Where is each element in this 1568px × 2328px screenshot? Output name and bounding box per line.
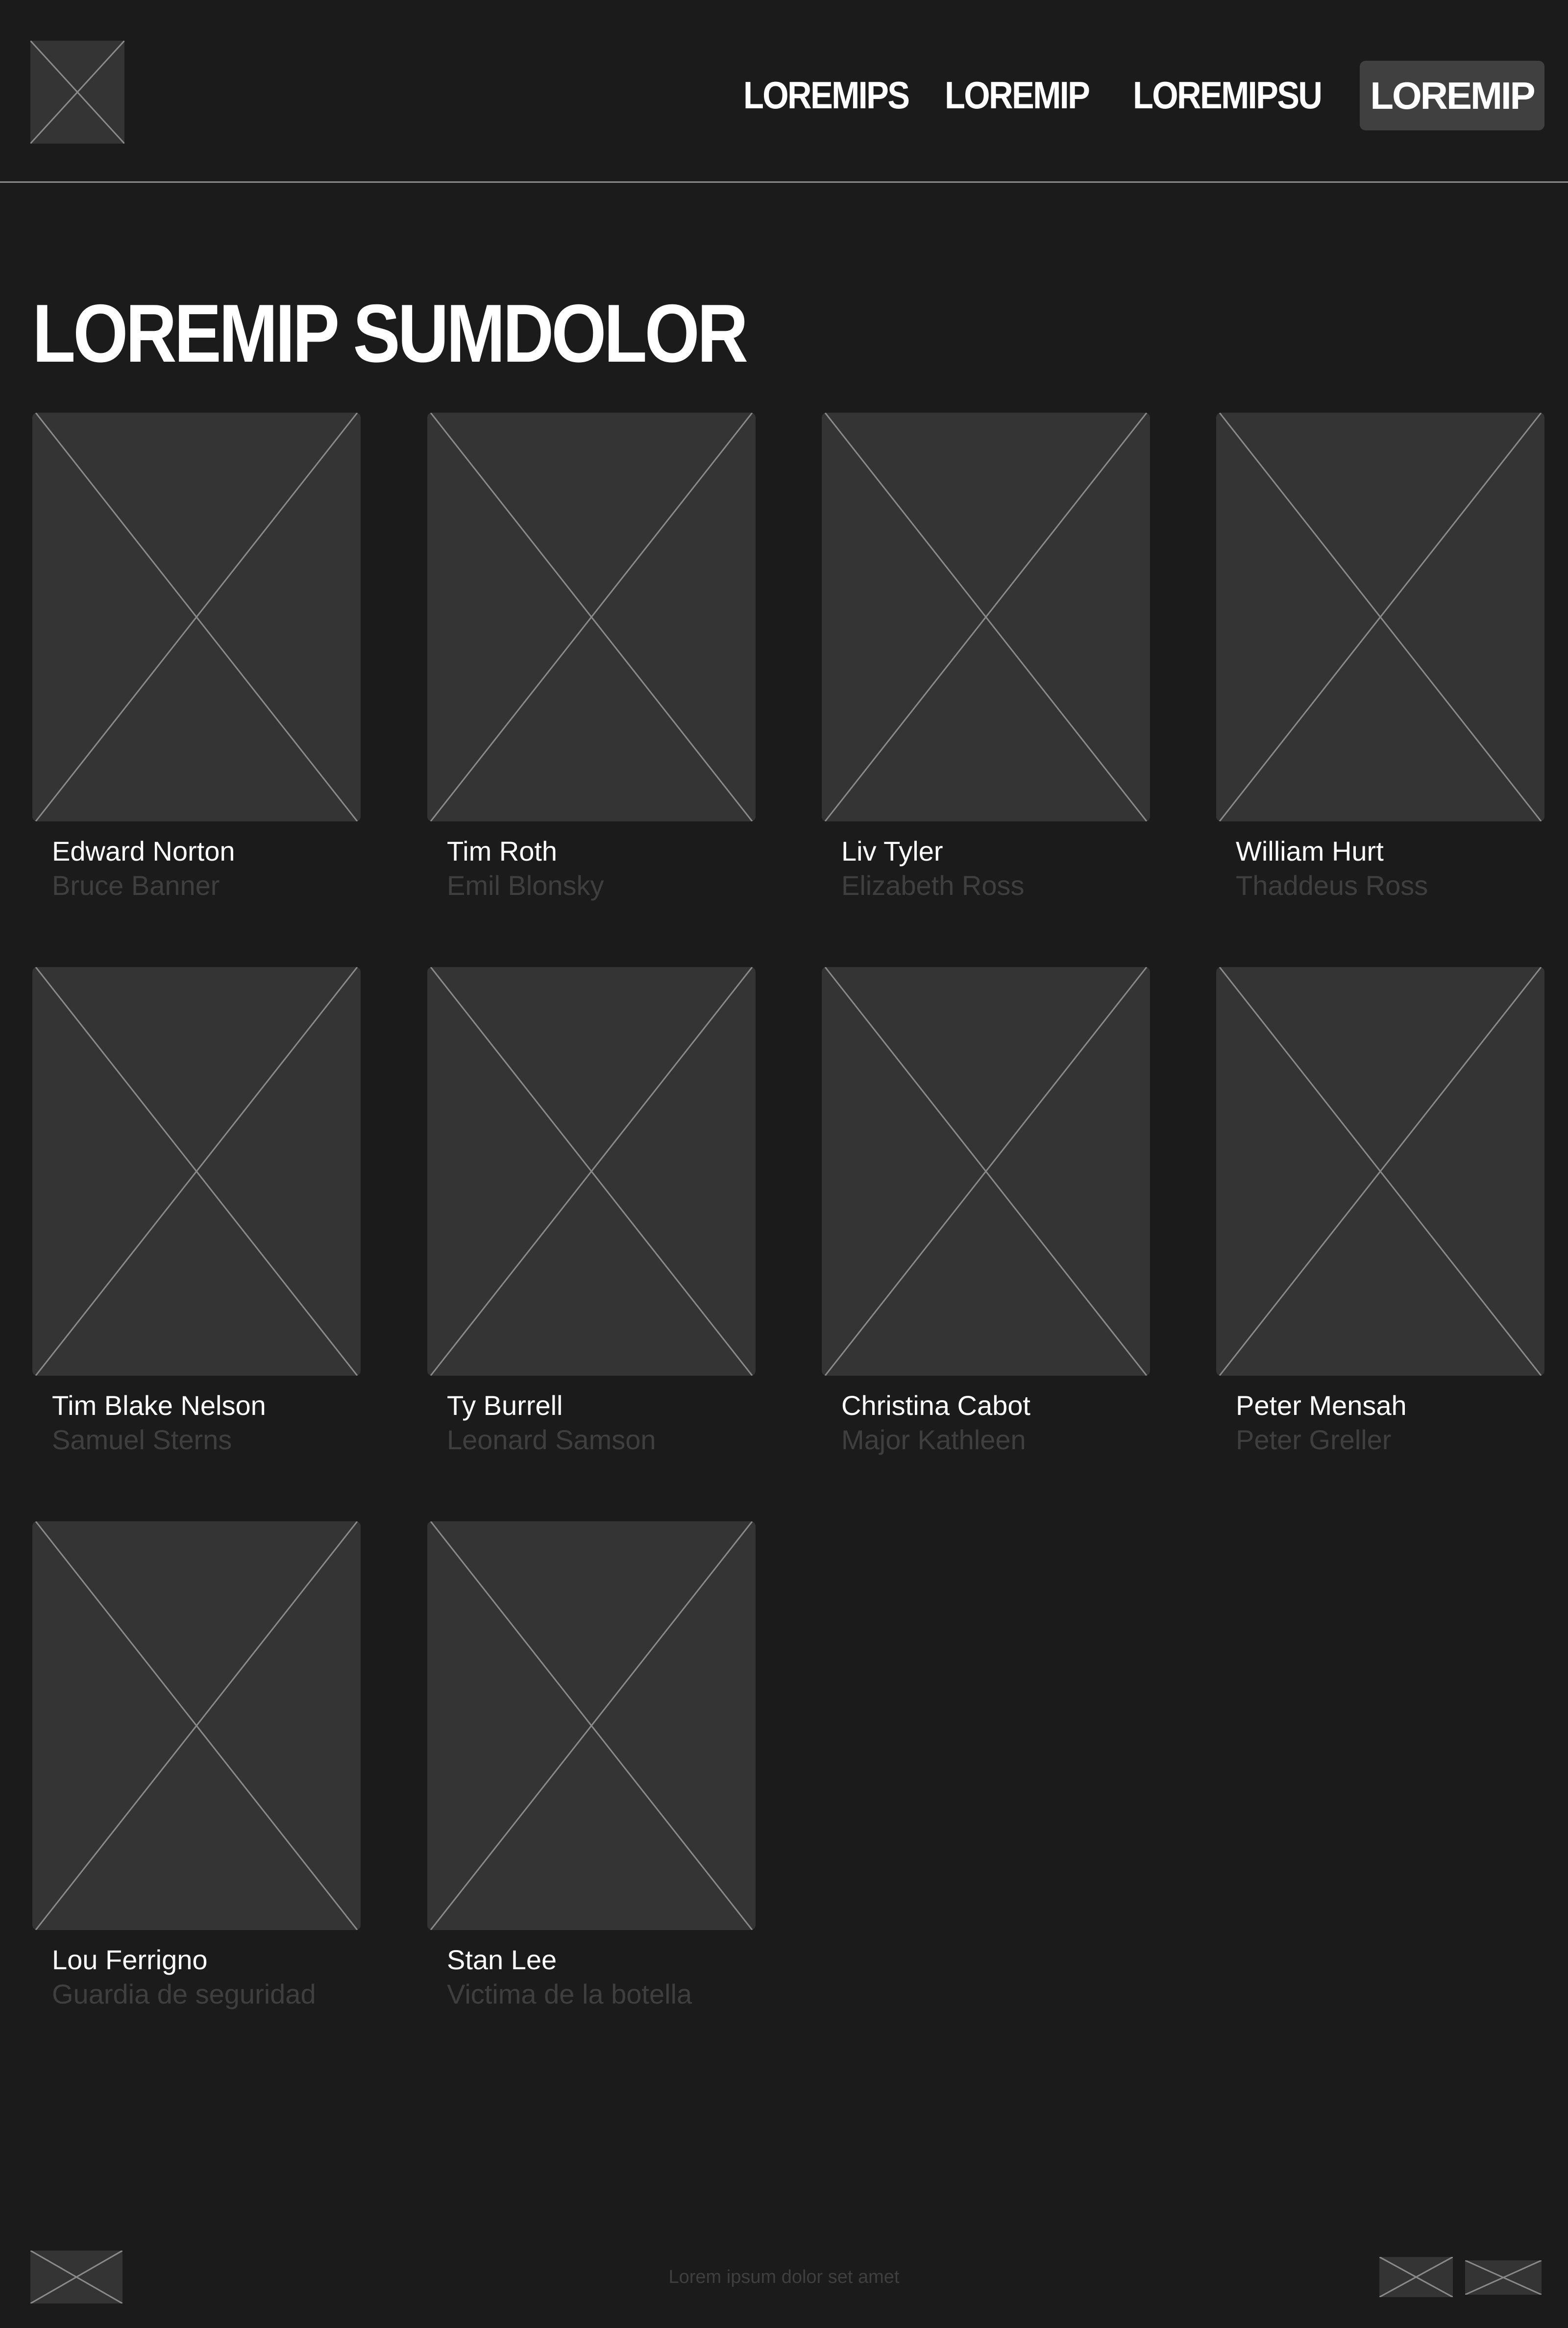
character-name: Major Kathleen [841, 1424, 1026, 1455]
character-name: Thaddeus Ross [1236, 870, 1428, 901]
nav-link-2[interactable]: LOREMIP [945, 74, 1090, 117]
footer-social-placeholder-icon[interactable] [1379, 2257, 1453, 2297]
character-name: Bruce Banner [52, 870, 220, 901]
character-name: Victima de la botella [447, 1979, 692, 2009]
actor-name: Tim Roth [447, 836, 558, 867]
character-name: Guardia de seguridad [52, 1979, 316, 2009]
actor-name: Peter Mensah [1236, 1390, 1407, 1421]
actor-name: Lou Ferrigno [52, 1944, 208, 1975]
cast-card[interactable]: Liv Tyler Elizabeth Ross [822, 413, 1150, 903]
footer-logo-placeholder-icon[interactable] [30, 2251, 122, 2303]
cast-card[interactable]: Peter Mensah Peter Greller [1216, 967, 1544, 1457]
photo-placeholder-icon [1216, 413, 1544, 821]
character-name: Leonard Samson [447, 1424, 656, 1455]
photo-placeholder-icon [32, 967, 361, 1376]
cast-card[interactable]: Edward Norton Bruce Banner [32, 413, 361, 903]
photo-placeholder-icon [822, 967, 1150, 1376]
actor-name: Tim Blake Nelson [52, 1390, 266, 1421]
nav-cta-label: LOREMIP [1370, 74, 1535, 117]
nav-link-3[interactable]: LOREMIPSU [1133, 74, 1323, 117]
nav-link-1[interactable]: LOREMIPS [743, 74, 910, 117]
photo-placeholder-icon [822, 413, 1150, 821]
character-name: Elizabeth Ross [841, 870, 1025, 901]
photo-placeholder-icon [427, 1521, 756, 1930]
actor-name: Christina Cabot [841, 1390, 1030, 1421]
footer-social-placeholder-icon[interactable] [1465, 2260, 1542, 2295]
cast-card[interactable]: Tim Roth Emil Blonsky [427, 413, 756, 903]
logo-placeholder-icon[interactable] [30, 41, 124, 144]
character-name: Emil Blonsky [447, 870, 604, 901]
cast-card[interactable]: William Hurt Thaddeus Ross [1216, 413, 1544, 903]
photo-placeholder-icon [32, 1521, 361, 1930]
cast-card[interactable]: Stan Lee Victima de la botella [427, 1521, 756, 2011]
actor-name: William Hurt [1236, 836, 1384, 867]
footer-text: Lorem ipsum dolor set amet [668, 2267, 900, 2287]
cast-card[interactable]: Ty Burrell Leonard Samson [427, 967, 756, 1457]
actor-name: Ty Burrell [447, 1390, 563, 1421]
actor-name: Liv Tyler [841, 836, 943, 867]
site-header: LOREMIPS LOREMIP LOREMIPSU LOREMIP [0, 0, 1568, 183]
photo-placeholder-icon [32, 413, 361, 821]
cast-card[interactable]: Lou Ferrigno Guardia de seguridad [32, 1521, 361, 2011]
character-name: Samuel Sterns [52, 1424, 232, 1455]
nav-cta-button[interactable]: LOREMIP [1360, 61, 1544, 130]
page-title: LOREMIP SUMDOLOR [32, 287, 748, 379]
cast-card[interactable]: Christina Cabot Major Kathleen [822, 967, 1150, 1457]
character-name: Peter Greller [1236, 1424, 1392, 1455]
photo-placeholder-icon [427, 413, 756, 821]
photo-placeholder-icon [1216, 967, 1544, 1376]
actor-name: Edward Norton [52, 836, 235, 867]
photo-placeholder-icon [427, 967, 756, 1376]
cast-card[interactable]: Tim Blake Nelson Samuel Sterns [32, 967, 361, 1457]
actor-name: Stan Lee [447, 1944, 557, 1975]
